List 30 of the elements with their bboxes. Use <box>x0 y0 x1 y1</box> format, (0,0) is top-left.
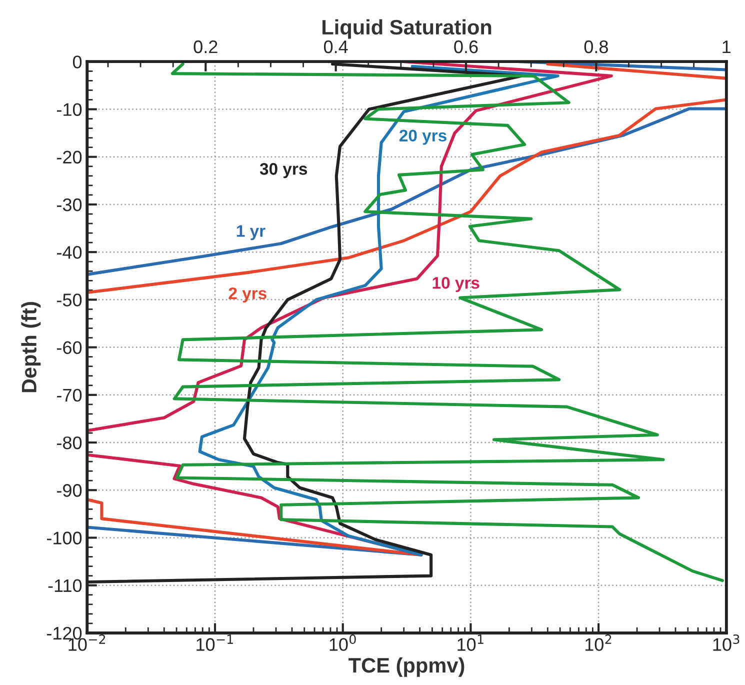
y-tick-label: -100 <box>46 532 82 544</box>
series-label: 1 yr <box>236 225 266 240</box>
y-tick-label: -80 <box>57 436 82 450</box>
y-tick-label: -30 <box>57 198 82 212</box>
series-label: 30 yrs <box>260 163 308 178</box>
x2-tick-label: 0.4 <box>324 40 348 54</box>
x-tick-label: 10$^{1}$ <box>458 634 484 651</box>
x-tick-label: 10$^{0}$ <box>330 634 356 651</box>
y-tick-label: -60 <box>57 341 82 354</box>
series-label: 2 yrs <box>228 287 266 303</box>
y-tick-label: -110 <box>48 579 82 592</box>
x2-tick-label: 0.2 <box>194 40 218 54</box>
x-tick-label: 10$^{2}$ <box>585 634 612 651</box>
x-tick-label: 10$^{3}$ <box>713 634 740 651</box>
y-tick-label: -10 <box>57 103 82 116</box>
y-tick-label: -20 <box>57 150 82 164</box>
series-label: 20 yrs <box>399 130 446 145</box>
y-tick-label: -50 <box>57 294 82 306</box>
y-tick-label: -70 <box>57 388 82 402</box>
y-tick-label: 0 <box>72 56 82 68</box>
x2-tick-label: 0.6 <box>454 40 478 54</box>
series-label: 10 yrs <box>432 276 480 292</box>
x-axis-title: TCE (ppmv) <box>348 657 464 677</box>
x2-tick-label: 1 <box>722 40 731 54</box>
x2-tick-label: 0.8 <box>584 40 608 54</box>
y-axis-title: Depth (ft) <box>21 302 41 392</box>
x2-axis-title: Liquid Saturation <box>322 19 492 39</box>
x-tick-label: 10$^{−1}$ <box>196 634 233 651</box>
y-tick-label: -90 <box>57 484 82 497</box>
y-tick-label: -40 <box>57 246 82 259</box>
